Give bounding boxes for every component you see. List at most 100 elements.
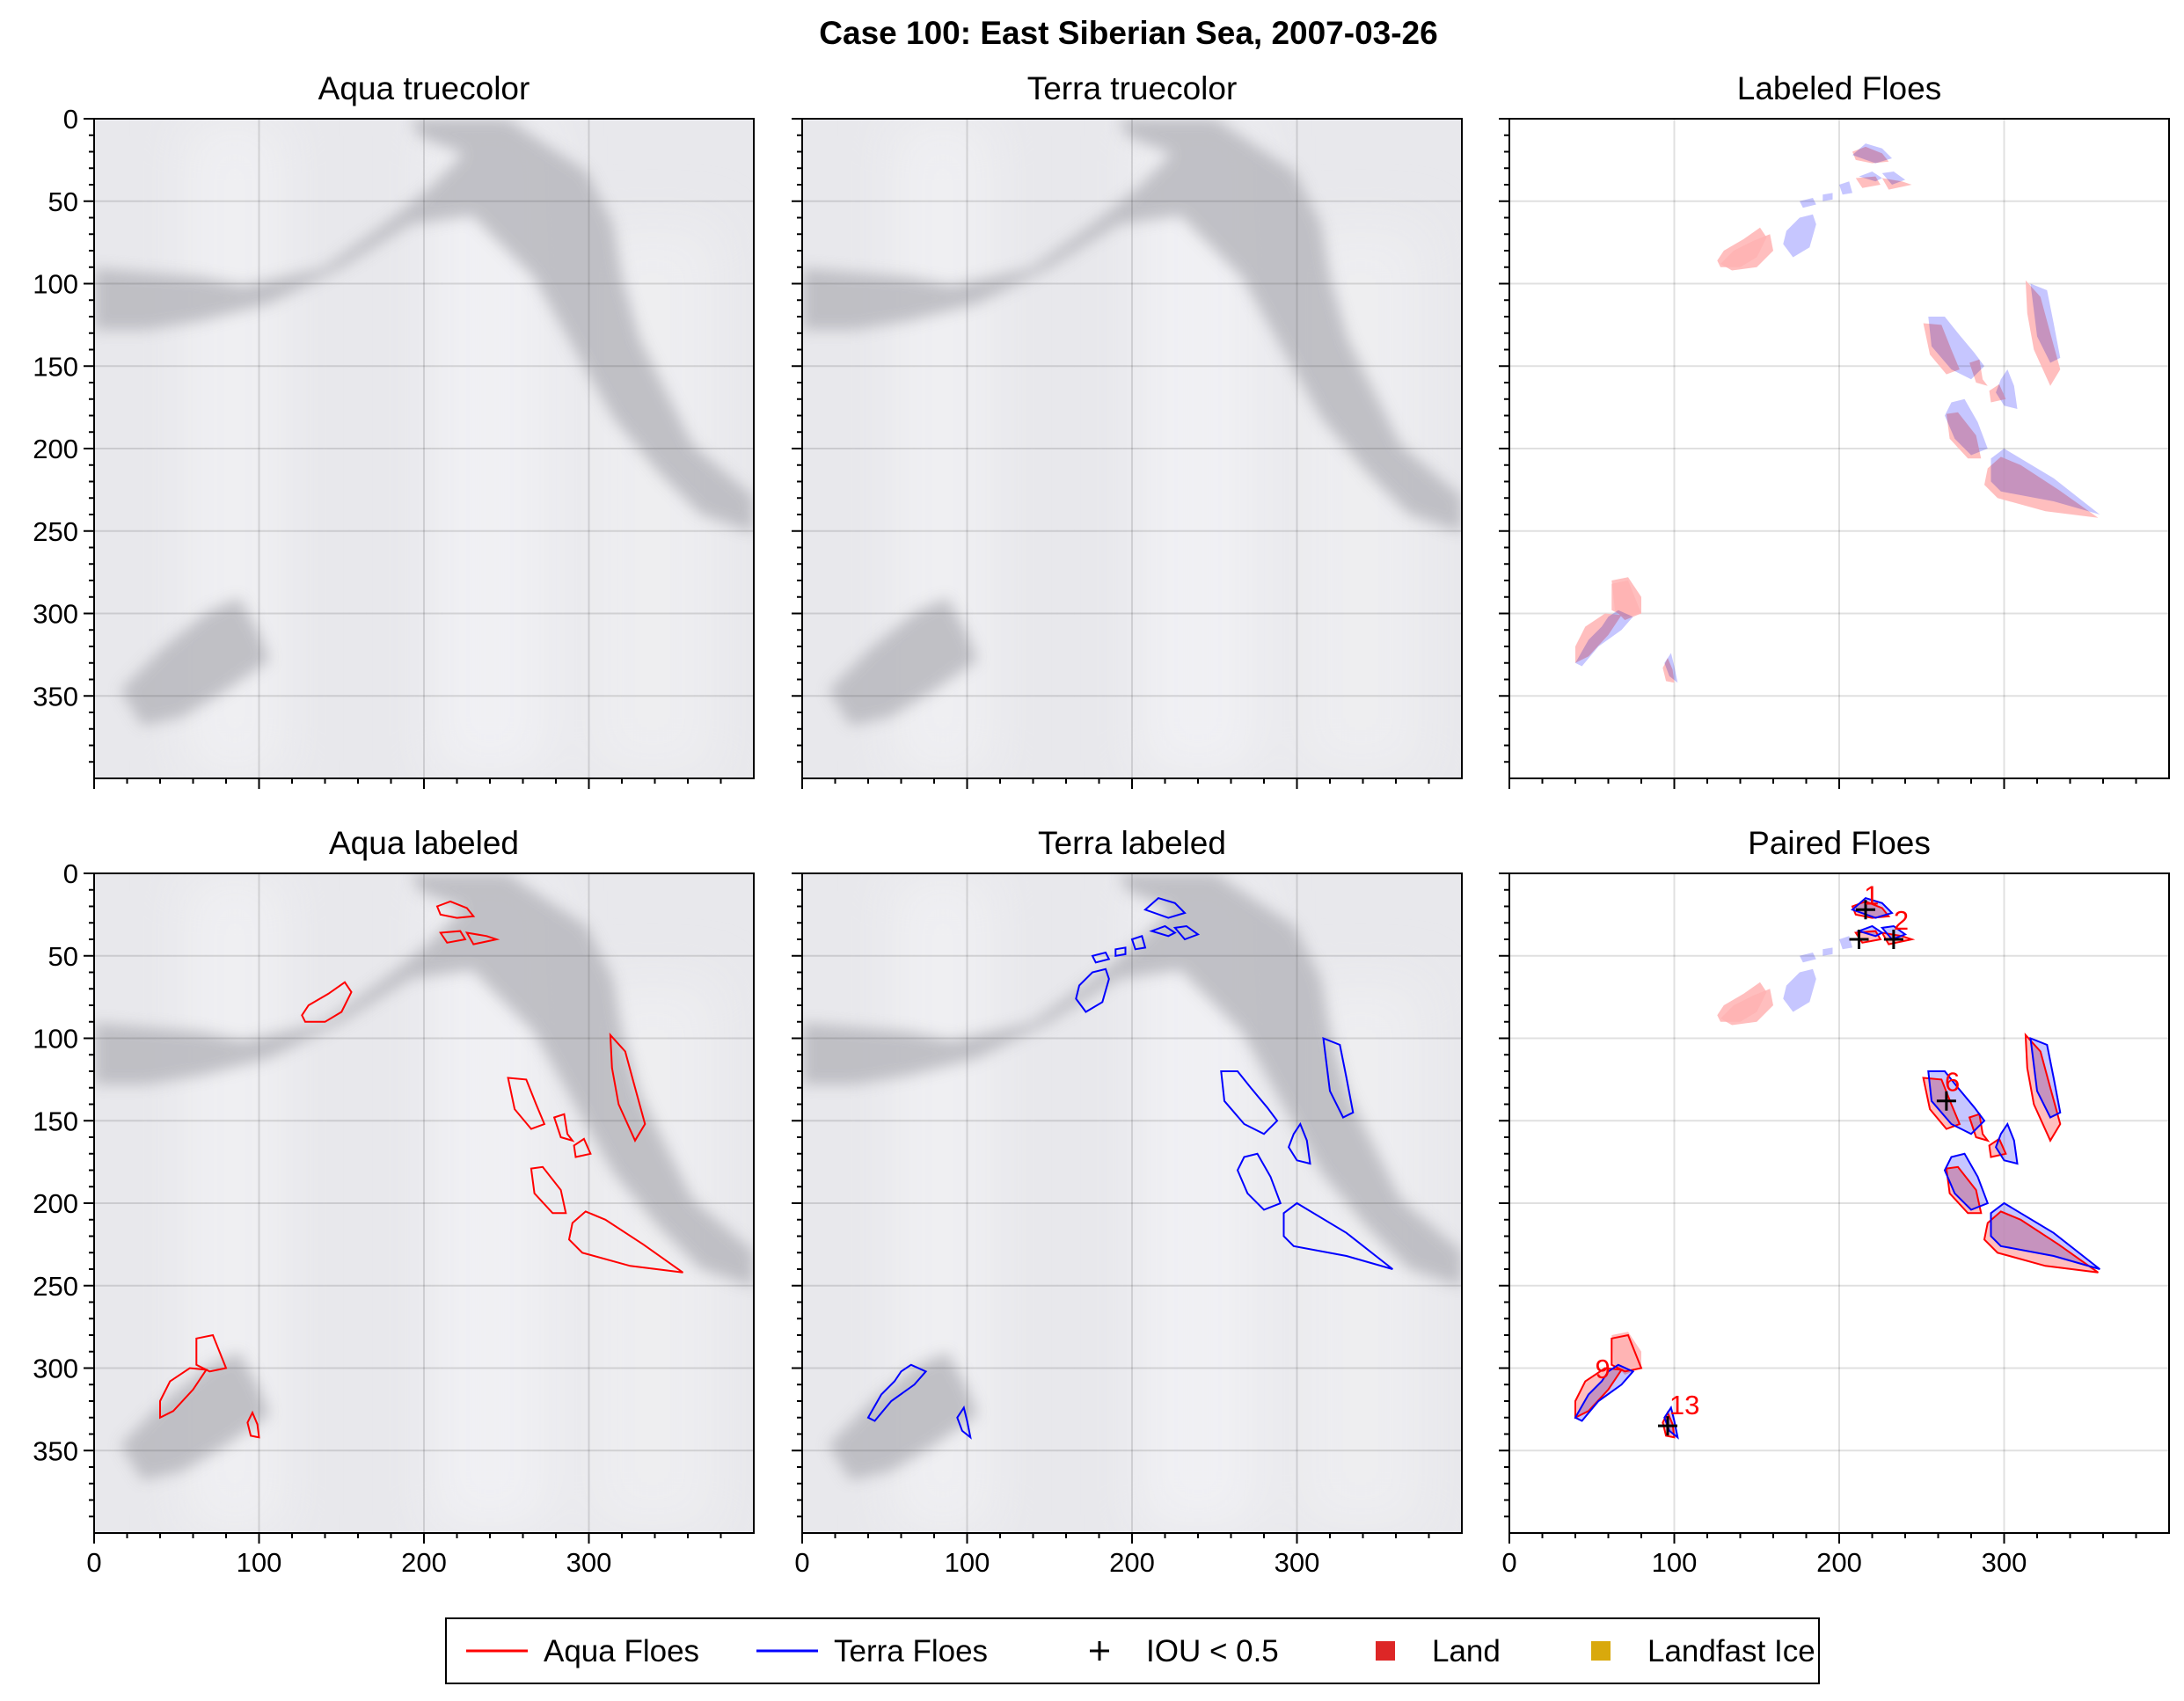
pair-label: 2	[1894, 905, 1909, 936]
terra-floe-fill	[1783, 214, 1816, 258]
ticks: 0 100 200 300 0 50 100 150 200 250 300 350	[33, 858, 722, 1578]
terra-floe-fill	[1575, 610, 1633, 667]
y-tick-label: 350	[33, 681, 78, 712]
y-tick-label: 300	[33, 1354, 78, 1384]
panel-terra-labeled: Terra labeled 0 100 200 300	[792, 825, 1463, 1578]
iou-marker	[1883, 930, 1903, 949]
terra-floe-fill	[1945, 398, 1988, 456]
aqua-floe-fill	[1720, 989, 1773, 1026]
iou-markers	[1658, 900, 1956, 1436]
legend-entry: Aqua Floes	[466, 1634, 699, 1668]
terra-floe	[1282, 1201, 1393, 1270]
terra-floe-fill	[1996, 369, 2018, 409]
x-tick-label: 200	[401, 1547, 447, 1578]
ticks: 0 100 200 300	[1499, 872, 2137, 1578]
panel-title: Aqua labeled	[329, 825, 519, 861]
y-tick-label: 50	[48, 186, 78, 217]
y-tick-label: 350	[33, 1435, 78, 1466]
panel-title: Terra labeled	[1038, 825, 1226, 861]
panel-aqua-labeled: Aqua labeled 0 100 200 300 0 50 100 150 200 250 300…	[33, 825, 755, 1578]
legend-entry: Landfast Ice	[1591, 1634, 1815, 1668]
aqua-floe	[1611, 1333, 1643, 1373]
terra-floe-fill	[1664, 653, 1678, 683]
iou-marker	[1936, 1091, 1956, 1111]
terra-floe-fill	[1881, 172, 1905, 185]
x-tick-label: 100	[1652, 1547, 1698, 1578]
terra-floe	[1172, 924, 1201, 941]
aqua-floe	[507, 1077, 546, 1130]
aqua-floe	[609, 1033, 646, 1143]
ticks: 0 100 200 300	[792, 872, 1430, 1578]
aqua-floe	[246, 1410, 260, 1439]
x-tick-label: 300	[1275, 1547, 1320, 1578]
y-tick-label: 50	[48, 941, 78, 972]
terra-floe	[866, 1363, 928, 1422]
y-tick-label: 0	[63, 104, 78, 135]
terra-floe	[1574, 1363, 1635, 1422]
aqua-floe	[552, 1113, 575, 1143]
x-tick-label: 200	[1109, 1547, 1155, 1578]
y-tick-label: 150	[33, 1106, 78, 1136]
aqua-floe	[1574, 1367, 1624, 1420]
terra-floe	[1990, 1201, 2100, 1270]
terra-floe-fill	[1859, 172, 1882, 182]
grid	[802, 119, 1462, 778]
grid	[802, 873, 1462, 1533]
terra-floe	[1943, 1152, 1990, 1211]
legend-label: Landfast Ice	[1647, 1634, 1815, 1668]
aqua-floe	[301, 981, 353, 1023]
figure-title: Case 100: East Siberian Sea, 2007-03-26	[819, 15, 1437, 51]
x-tick-label: 0	[794, 1547, 809, 1578]
terra-floe-outlines	[1574, 896, 2100, 1440]
aqua-floe	[159, 1367, 208, 1420]
x-tick-label: 200	[1816, 1547, 1862, 1578]
terra-floe	[1075, 967, 1110, 1013]
terra-floe	[1287, 1121, 1311, 1165]
terra-floe-fill	[1852, 143, 1892, 164]
ticks	[1499, 118, 2137, 789]
terra-floe-fill	[2030, 283, 2061, 363]
terra-floe	[1994, 1121, 2019, 1165]
aqua-floe	[1983, 1210, 2099, 1274]
pair-label: 13	[1669, 1390, 1699, 1420]
panel-aqua-truecolor: Aqua truecolor 0 50 100 150 200 250 300 350	[33, 70, 755, 789]
aqua-floe-outlines	[159, 900, 683, 1439]
x-tick-label: 100	[237, 1547, 282, 1578]
pair-label: 6	[1945, 1067, 1960, 1098]
pair-label: 9	[1596, 1354, 1611, 1384]
aqua-floe	[195, 1333, 228, 1373]
aqua-floe	[1922, 1077, 1961, 1130]
legend-swatch	[1591, 1641, 1611, 1661]
y-tick-label: 100	[33, 1024, 78, 1055]
legend-label: Aqua Floes	[544, 1634, 699, 1668]
floe-fills	[1575, 143, 2100, 683]
y-tick-label: 150	[33, 351, 78, 382]
terra-floe-fill	[1928, 317, 1984, 380]
legend-label: IOU < 0.5	[1146, 1634, 1279, 1668]
terra-floe-fill	[1990, 449, 2100, 515]
y-tick-label: 200	[33, 1188, 78, 1219]
y-tick-label: 250	[33, 1271, 78, 1302]
x-tick-label: 0	[1501, 1547, 1516, 1578]
aqua-floe	[567, 1210, 683, 1274]
x-tick-label: 300	[1982, 1547, 2027, 1578]
terra-floe	[1927, 1070, 1986, 1135]
terra-floe-fill	[1822, 193, 1833, 201]
x-tick-label: 0	[86, 1547, 101, 1578]
terra-floe	[1143, 896, 1187, 919]
y-tick-label: 200	[33, 434, 78, 464]
aqua-floe	[1945, 1165, 1983, 1215]
aqua-floe	[439, 930, 467, 944]
aqua-floe	[1968, 1113, 1990, 1143]
ticks: 0 50 100 150 200 250 300 350	[33, 104, 722, 789]
y-tick-label: 100	[33, 269, 78, 300]
legend-entry: Land	[1376, 1634, 1501, 1668]
aqua-floe	[573, 1137, 592, 1158]
aqua-floe	[530, 1165, 567, 1215]
legend-entry: IOU < 0.5	[1090, 1634, 1279, 1668]
aqua-floe	[435, 900, 476, 919]
terra-floe	[1880, 924, 1908, 941]
aqua-floe	[1988, 1137, 2007, 1158]
terra-floe	[1130, 935, 1147, 951]
